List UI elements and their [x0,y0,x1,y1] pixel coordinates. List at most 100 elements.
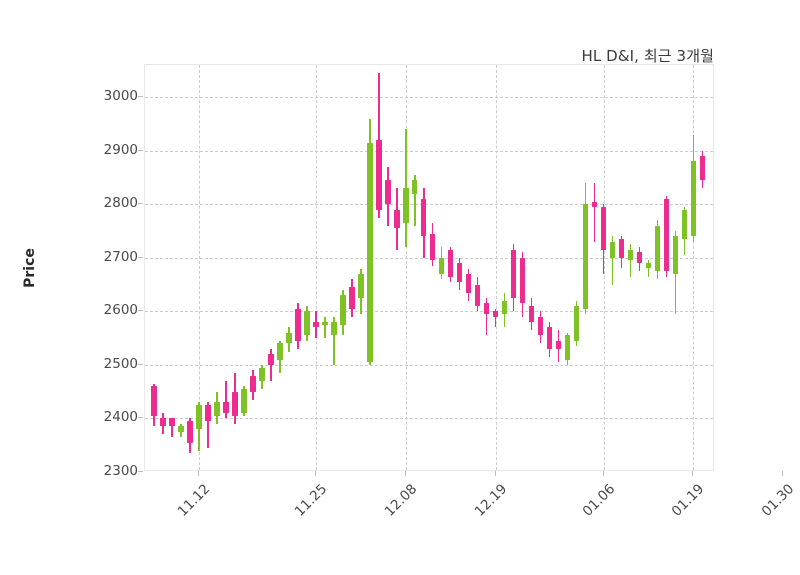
candle-body [474,284,481,306]
candle-body [627,249,634,261]
y-tick-label-2800: 2800 [103,195,138,212]
candle-wick [171,418,173,438]
y-tick-label-2400: 2400 [103,409,138,426]
y-tick-label-2700: 2700 [103,248,138,265]
candle-body [528,305,535,323]
x-tick-label-12.08: 12.08 [381,481,421,520]
candle-body [645,263,652,269]
gridline-y-2400 [145,418,713,420]
gridline-y-3000 [145,97,713,99]
candle-body [205,405,211,422]
x-tick-mark-12.08 [404,471,406,476]
candle-body [223,402,229,414]
candle-wick [333,316,335,365]
gridline-y-2700 [145,257,713,259]
x-tick-label-11.25: 11.25 [291,481,331,520]
x-tick-label-01.19: 01.19 [669,481,708,520]
x-tick-mark-11.25 [314,471,316,476]
y-tick-mark-2600 [138,310,143,312]
y-tick-mark-2500 [138,363,143,365]
gridline-x-11.12 [198,65,200,470]
candle-body [654,225,661,272]
candle-body [600,206,607,250]
candle-body [564,335,571,360]
candle-body [663,198,670,272]
y-tick-mark-2300 [138,471,143,472]
candle-body [591,201,598,207]
candle-body [546,327,553,349]
candle-body [618,239,625,258]
candle-body [196,405,202,430]
candle-body [384,180,391,205]
candle-body [456,263,463,282]
x-tick-mark-01.30 [782,471,784,476]
candle-body [375,139,382,210]
candle-body [609,241,616,258]
candle-body [160,418,166,427]
candle-body [232,391,238,416]
candle-wick [611,236,614,285]
candle-body [411,180,418,194]
candle-body [313,322,319,328]
y-axis-tick-labels: 2300 2400 2500 2600 2700 2800 2900 3000 [62,0,138,575]
candle-body [178,426,184,432]
candle-body [447,249,454,277]
candle-body [277,343,283,360]
candle-body [187,421,193,443]
chart-title: HL D&I, 최근 3개월 [581,47,714,65]
candle-body [268,354,274,365]
candle-body [501,300,508,314]
gridline-x-01.19 [693,65,695,470]
candle-body [429,233,436,261]
candle-body [555,340,562,349]
candle-wick [270,348,272,381]
candle-body [492,311,499,317]
candle-body [357,273,364,298]
candle-wick [324,316,326,339]
candle-wick [225,380,227,419]
candle-body [286,332,292,344]
candle-wick [494,308,497,328]
candle-body [295,308,301,341]
candle-body [151,386,157,416]
x-tick-label-01.06: 01.06 [579,481,618,520]
gridline-y-2800 [145,204,713,206]
candle-body [393,209,400,229]
candle-wick [207,402,209,448]
x-tick-label-01.30: 01.30 [758,481,798,520]
gridline-x-12.19 [495,65,497,470]
candle-body [420,198,427,237]
gridline-y-2600 [145,311,713,313]
candle-body [322,322,328,325]
candle-body [169,418,175,427]
candle-body [699,156,706,181]
candle-body [402,188,409,223]
gridline-x-12.08 [405,65,407,470]
gridline-y-2500 [145,364,713,366]
y-axis-label: Price [22,248,38,288]
candle-body [214,402,220,416]
candle-body [304,311,310,336]
x-tick-label-11.12: 11.12 [174,481,214,520]
candle-body [250,375,256,392]
candle-wick [485,297,488,336]
y-tick-label-2300: 2300 [103,463,138,479]
candle-body [510,249,517,298]
candle-body [582,204,589,309]
candle-wick [629,244,632,277]
candle-body [672,236,679,274]
candle-body [519,257,526,304]
x-tick-mark-01.19 [692,471,694,476]
gridline-x-11.25 [315,65,317,470]
candle-body [241,388,247,414]
candle-body [573,305,580,341]
plot-area [144,64,714,471]
y-tick-mark-2700 [138,256,143,258]
candle-body [259,367,265,381]
candle-body [636,252,643,264]
y-tick-mark-3000 [138,96,143,98]
x-tick-mark-11.12 [197,471,199,476]
candle-body [483,303,490,314]
y-tick-mark-2900 [138,149,143,151]
